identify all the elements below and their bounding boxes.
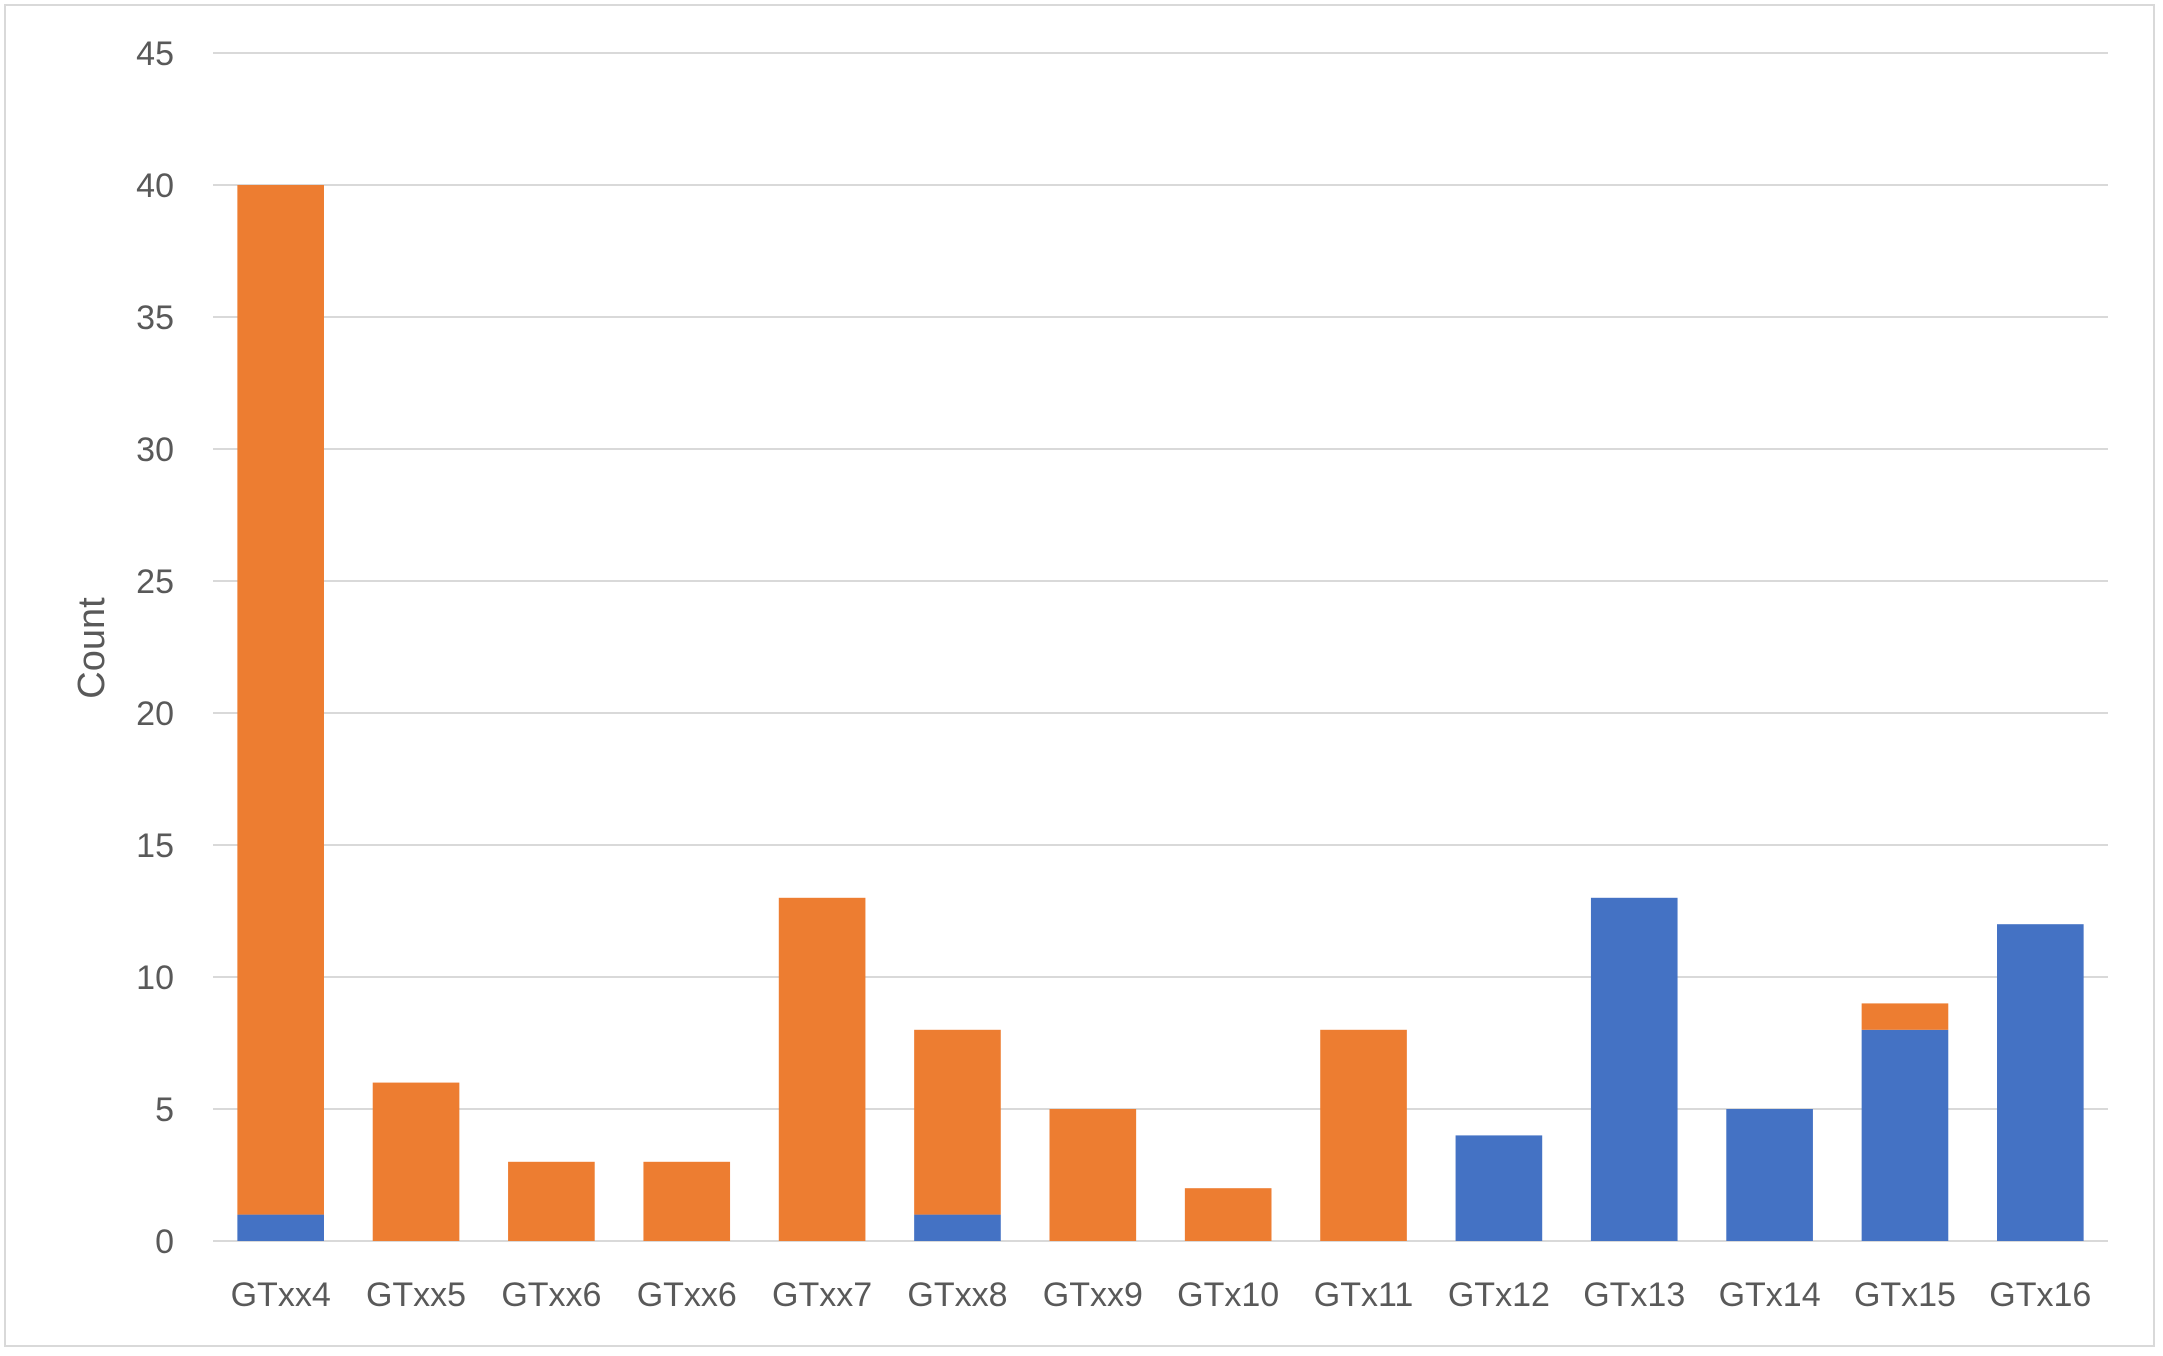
bar-gtxx6-series-2 [508,1161,595,1241]
x-tick-label: GTxx6 [637,1276,737,1314]
y-tick-label: 45 [136,35,174,73]
x-tick-label: GTxx8 [907,1276,1007,1314]
bar-gtxx4-series-1 [237,1214,324,1241]
bar-gtxx8-series-1 [914,1214,1001,1241]
y-tick-label: 10 [136,959,174,997]
bar-gtxx7-series-2 [778,897,866,1241]
x-tick-label: GTx15 [1854,1276,1956,1314]
bar-gtxx4-series-2 [237,185,324,1215]
x-tick-label: GTx14 [1719,1276,1821,1314]
bar-gtx12-series-1 [1455,1135,1543,1241]
bar-gtx16-series-1 [1997,924,2084,1241]
bar-gtx11-series-2 [1320,1029,1407,1241]
x-tick-label: GTxx9 [1043,1276,1143,1314]
bar-gtx10-series-2 [1184,1188,1272,1241]
x-tick-label: GTx10 [1177,1276,1279,1314]
bar-gtx14-series-1 [1726,1109,1813,1241]
y-tick-label: 30 [136,431,174,469]
x-tick-label: GTxx4 [231,1276,331,1314]
x-tick-label: GTx12 [1448,1276,1550,1314]
y-tick-label: 15 [136,827,174,865]
y-tick-labels: 0 5 10 15 20 25 30 35 40 45 [136,35,174,1261]
y-tick-label: 35 [136,299,174,337]
y-tick-label: 5 [155,1091,174,1129]
bar-gtxx8-series-2 [914,1029,1001,1215]
x-tick-labels: GTxx4 GTxx5 GTxx6 GTxx6 GTxx7 GTxx8 GTxx9 GTx10… [231,1276,2092,1314]
bar-gtx15-series-2 [1861,1003,1949,1030]
bar-gtx13-series-1 [1590,897,1678,1241]
x-tick-label: GTxx7 [772,1276,872,1314]
x-tick-label: GTxx6 [501,1276,601,1314]
bar-gtxx9-series-2 [1049,1109,1137,1241]
bar-gtxx6-series-2 [643,1161,731,1241]
x-tick-label: GTx16 [1989,1276,2091,1314]
bar-gtx15-series-1 [1861,1029,1949,1241]
y-axis-title: Count [71,597,113,699]
y-tick-label: 25 [136,563,174,601]
y-tick-label: 20 [136,695,174,733]
y-tick-label: 40 [136,167,174,205]
y-tick-label: 0 [155,1223,174,1261]
x-tick-label: GTx11 [1314,1276,1414,1314]
x-tick-label: GTx13 [1583,1276,1685,1314]
gridlines [213,52,2108,1242]
x-tick-label: GTxx5 [366,1276,466,1314]
bar-gtxx5-series-2 [372,1082,460,1241]
bars [237,185,2084,1241]
